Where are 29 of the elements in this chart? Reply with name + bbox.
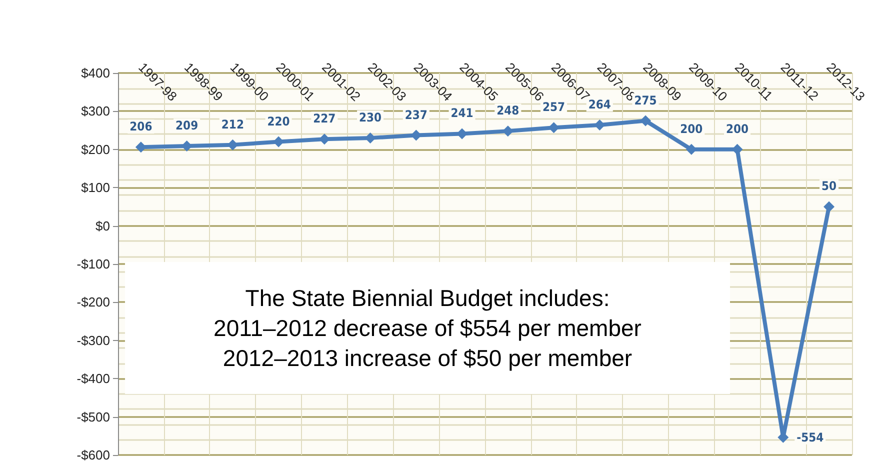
data-label: 220 xyxy=(267,114,290,128)
point xyxy=(686,144,697,155)
y-tick-label: $200 xyxy=(81,142,110,157)
point xyxy=(824,201,835,212)
y-tick-label: -$400 xyxy=(76,371,110,386)
data-label: -554 xyxy=(796,430,824,444)
y-tick-label: $100 xyxy=(81,180,110,196)
data-label: 241 xyxy=(450,106,474,120)
y-tick-label: -$600 xyxy=(76,448,110,462)
data-label: 230 xyxy=(359,110,382,124)
data-label: 248 xyxy=(496,104,520,118)
data-label: 212 xyxy=(221,117,244,132)
data-label: 200 xyxy=(726,122,749,136)
data-label: 50 xyxy=(822,179,837,194)
point xyxy=(640,115,652,126)
data-label: 209 xyxy=(176,118,198,132)
data-label: 200 xyxy=(680,122,703,136)
data-label: 206 xyxy=(130,120,152,134)
data-label: 237 xyxy=(404,108,428,122)
y-tick-label: -$500 xyxy=(76,409,110,424)
y-tick-label: $300 xyxy=(81,104,110,119)
y-tick-label: $0 xyxy=(96,218,110,234)
data-label: 257 xyxy=(542,100,566,114)
data-label: 264 xyxy=(588,97,612,112)
data-label: 227 xyxy=(313,112,336,126)
y-tick-label: -$100 xyxy=(76,256,110,272)
y-tick-label: -$200 xyxy=(76,294,110,310)
y-tick-label: $400 xyxy=(81,66,110,80)
y-tick-label: -$300 xyxy=(76,332,110,348)
